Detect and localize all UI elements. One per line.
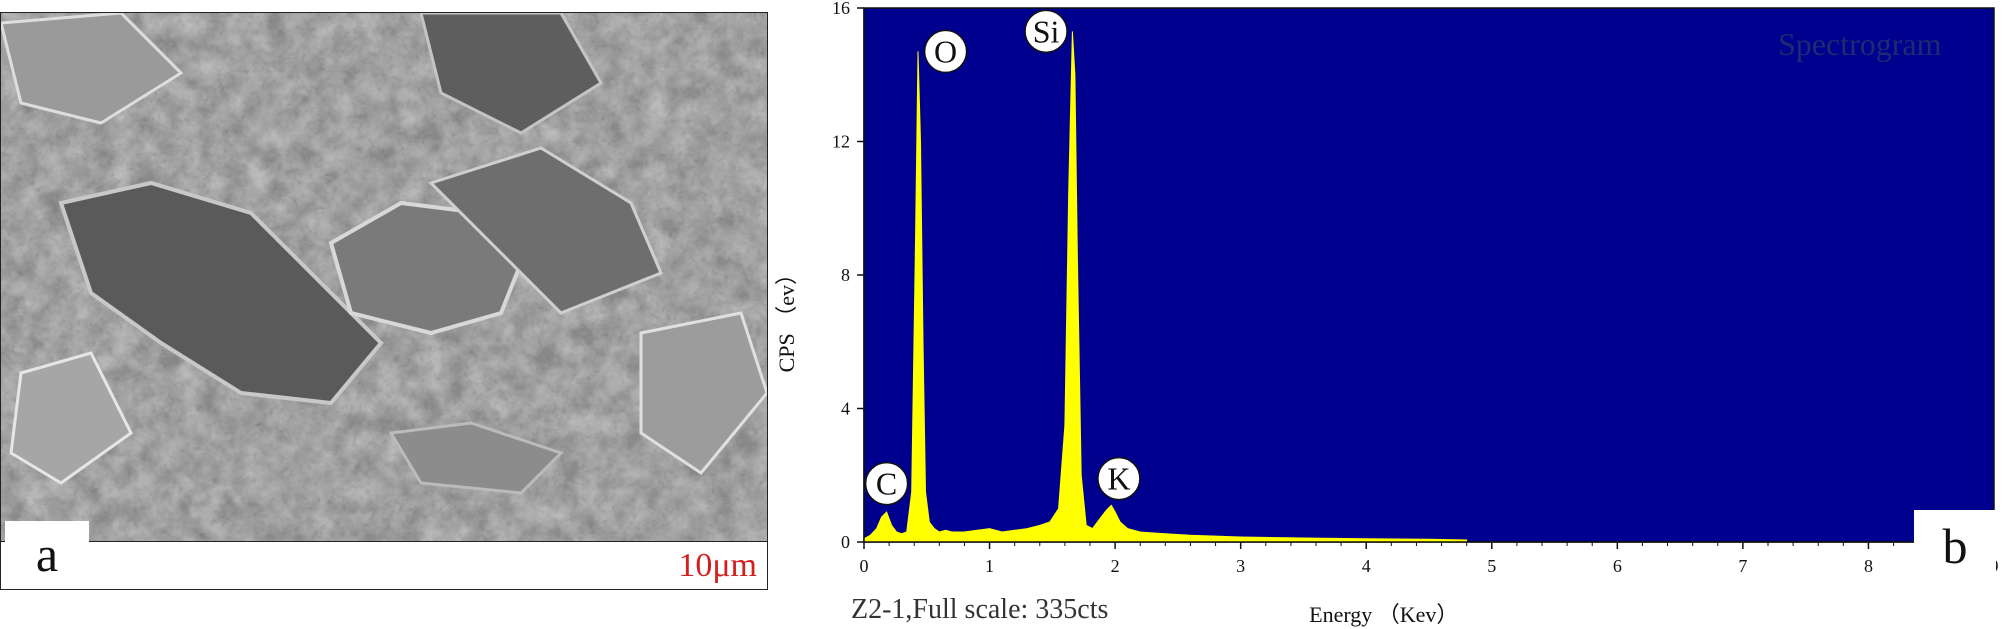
spectrum-caption: Z2-1,Full scale: 335cts (851, 594, 1109, 625)
spectrum-series-0 (863, 31, 1468, 543)
x-tick-label: 2 (1111, 556, 1120, 576)
peak-label-text: Si (1033, 13, 1060, 49)
y-tick-label: 4 (841, 399, 850, 419)
peak-label-text: C (876, 466, 897, 502)
x-tick-label: 1 (985, 556, 994, 576)
y-tick-label: 0 (841, 532, 850, 552)
sem-panel: a 10μm (0, 12, 768, 590)
panel-label-b: b (1914, 510, 1996, 582)
y-tick-label: 12 (832, 132, 850, 152)
chart-title: Spectrogram (1778, 26, 1942, 62)
y-tick-label: 16 (832, 0, 850, 18)
sem-micrograph (1, 13, 767, 541)
x-tick-label: 5 (1487, 556, 1496, 576)
x-tick-label: 4 (1362, 556, 1371, 576)
peak-label-c: C (864, 461, 909, 506)
panel-label-a: a (5, 521, 89, 589)
sem-info-bar (1, 541, 767, 589)
eds-spectrum-chart: 01234567890481216Energy （Kev）CPS （ev） CO… (774, 0, 1999, 627)
x-tick-label: 3 (1236, 556, 1245, 576)
peak-label-k: K (1097, 456, 1141, 501)
peak-label-o: O (923, 29, 968, 74)
x-tick-label: 6 (1613, 556, 1622, 576)
scale-bar-label: 10μm (678, 547, 757, 584)
peak-label-text: O (934, 33, 957, 69)
peak-label-text: K (1107, 461, 1130, 497)
x-axis-label: Energy （Kev） (1309, 602, 1458, 627)
peak-label-si: Si (1024, 9, 1068, 54)
plot-area (863, 7, 1995, 543)
x-tick-label: 8 (1864, 556, 1873, 576)
y-tick-label: 8 (841, 265, 850, 285)
x-tick-label: 7 (1738, 556, 1747, 576)
y-axis-label: CPS （ev） (774, 263, 799, 372)
x-tick-label: 0 (860, 556, 869, 576)
